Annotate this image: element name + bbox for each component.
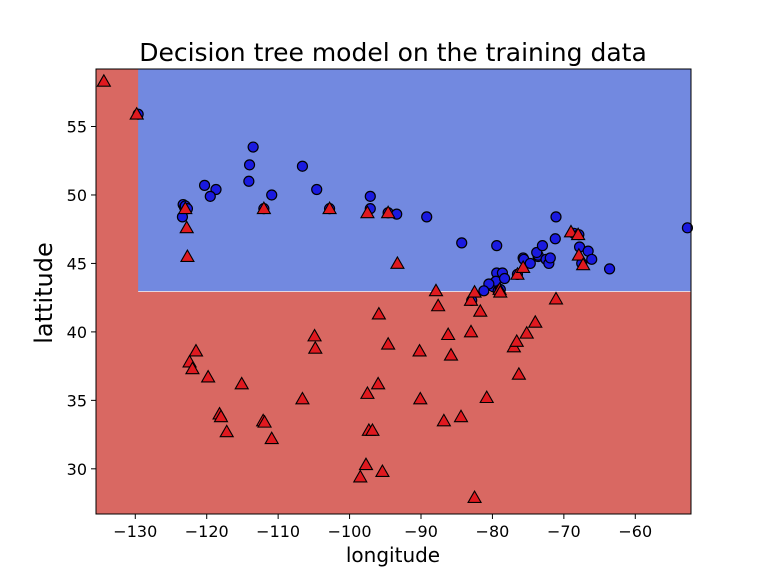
x-tick-label: −70	[547, 522, 581, 541]
circle-point	[491, 240, 503, 252]
circle-point	[266, 189, 278, 201]
chart-title: Decision tree model on the training data	[139, 38, 647, 67]
circle-point	[536, 240, 549, 252]
plot-frame	[95, 68, 692, 515]
triangle-point	[443, 347, 459, 361]
triangle-point	[389, 255, 405, 269]
triangle-point	[129, 106, 145, 120]
triangle-point	[515, 259, 531, 273]
x-tick-label: −130	[113, 522, 157, 541]
y-tick-label: 45	[67, 254, 87, 273]
triangle-point	[571, 247, 587, 261]
triangle-point	[527, 314, 543, 328]
circle-point	[243, 159, 256, 171]
blue-decision-region	[138, 69, 692, 292]
triangle-point	[179, 220, 195, 234]
circle-point	[549, 233, 561, 245]
triangle-point	[359, 205, 375, 219]
triangle-point	[453, 409, 469, 423]
triangle-point	[479, 390, 495, 404]
circle-point	[296, 160, 309, 172]
circle-point	[478, 285, 490, 297]
circle-point	[550, 211, 562, 223]
triangle-point	[430, 298, 446, 312]
y-tick-label: 40	[67, 323, 87, 342]
triangle-point	[412, 391, 428, 405]
triangle-point	[511, 366, 527, 380]
circle-point	[204, 190, 216, 202]
triangle-point	[359, 385, 375, 399]
circle-point	[243, 175, 255, 187]
plot-area: −130 −120 −110 −100 −90 −80 −70 −60 30 35 40 45 50 55	[67, 68, 694, 541]
x-tick-label: −110	[256, 522, 300, 541]
triangle-point	[352, 469, 368, 483]
triangle-point	[463, 324, 479, 338]
triangle-point	[380, 205, 396, 219]
triangle-point	[257, 414, 273, 428]
triangle-point	[213, 409, 229, 423]
triangle-point	[428, 283, 444, 297]
triangle-point	[177, 201, 193, 215]
circle-point	[603, 263, 616, 275]
circle-point	[311, 183, 323, 196]
triangle-point	[575, 257, 591, 271]
triangle-point	[519, 325, 535, 339]
circle-point	[421, 211, 433, 223]
triangle-point	[371, 306, 387, 320]
triangle-point	[219, 424, 235, 438]
triangle-point	[364, 422, 380, 436]
circle-point	[544, 252, 556, 264]
circle-point	[524, 257, 536, 270]
triangle-point	[467, 489, 483, 503]
triangle-point	[492, 284, 508, 298]
circle-point	[198, 179, 211, 191]
triangle-point	[200, 369, 216, 383]
y-axis-label: lattitude	[30, 242, 58, 343]
circle-point	[247, 141, 259, 153]
y-tick-label: 50	[67, 186, 87, 205]
triangle-point	[264, 431, 280, 445]
triangle-point	[294, 391, 310, 405]
triangle-point	[548, 291, 564, 305]
triangle-point	[463, 292, 479, 306]
triangle-point	[509, 333, 525, 347]
triangle-point	[179, 248, 195, 263]
circle-point	[681, 222, 694, 234]
x-axis-label: longitude	[346, 543, 440, 567]
triangle-point	[256, 201, 272, 215]
circle-point	[364, 190, 376, 202]
triangle-point	[570, 227, 586, 241]
y-tick-label: 55	[67, 118, 87, 137]
triangle-point	[370, 376, 386, 390]
x-tick-label: −90	[404, 522, 438, 541]
triangle-point	[467, 284, 483, 298]
x-tick-label: −120	[185, 522, 229, 541]
triangle-point	[307, 328, 323, 342]
x-tick-label: −60	[618, 522, 652, 541]
y-tick-label: 35	[67, 391, 87, 410]
triangle-point	[307, 340, 323, 354]
triangle-point	[184, 361, 200, 375]
triangle-point	[188, 343, 204, 357]
triangle-point	[234, 376, 250, 390]
triangle-point	[358, 457, 374, 471]
triangle-point	[509, 266, 525, 280]
triangle-point	[322, 201, 338, 215]
x-tick-label: −80	[476, 522, 510, 541]
circle-point	[498, 272, 511, 285]
triangle-point	[380, 336, 396, 350]
triangle-point	[374, 463, 390, 477]
triangle-point	[96, 73, 112, 87]
circle-point	[456, 237, 468, 249]
x-tick-label: −100	[328, 522, 372, 541]
triangle-point	[412, 343, 428, 357]
triangle-point	[440, 327, 456, 341]
triangle-point	[472, 303, 488, 317]
y-tick-label: 30	[67, 460, 87, 479]
triangle-point	[436, 413, 452, 427]
circle-point	[586, 253, 598, 265]
